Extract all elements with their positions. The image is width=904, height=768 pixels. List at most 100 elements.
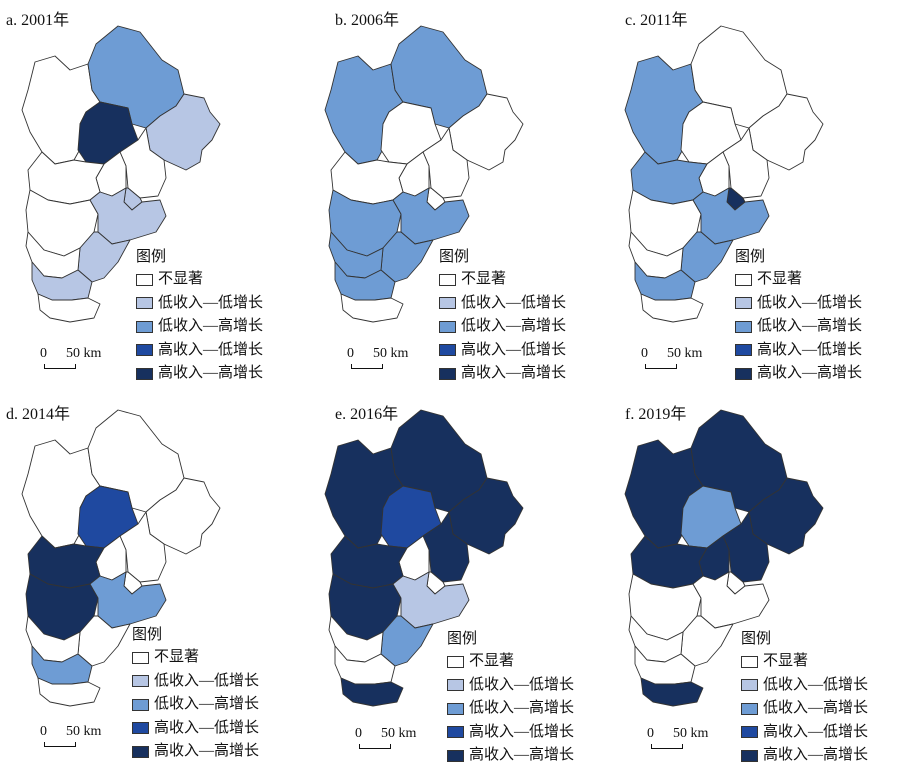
region-r14	[37, 293, 101, 323]
region-r14	[37, 677, 101, 707]
region-map	[324, 25, 524, 323]
legend-item: 低收入—低增长	[439, 292, 566, 316]
legend-label: 高收入—低增长	[461, 341, 567, 358]
legend-swatch	[735, 367, 752, 380]
legend-label: 高收入—低增长	[757, 341, 863, 358]
legend-swatch	[447, 655, 464, 668]
legend-swatch	[735, 297, 752, 310]
legend-title: 图例	[735, 249, 766, 265]
legend-item: 低收入—低增长	[735, 292, 862, 316]
scale-bar: 0 50 km	[40, 724, 130, 747]
region-r14	[640, 677, 704, 707]
scale-value: 50 km	[373, 346, 409, 361]
legend-label: 高收入—高增长	[763, 747, 869, 764]
scale-bar: 0 50 km	[347, 346, 437, 369]
scale-bar-line	[645, 364, 677, 369]
legend-swatch	[735, 344, 752, 357]
panel-title: e. 2016年	[335, 406, 399, 423]
legend-item: 低收入—低增长	[136, 292, 263, 316]
legend-item: 高收入—低增长	[735, 339, 862, 363]
legend-item: 高收入—低增长	[447, 721, 574, 745]
legend-item: 不显著	[439, 268, 566, 292]
legend-item: 不显著	[136, 268, 263, 292]
legend-label: 不显著	[763, 653, 809, 670]
scale-value: 50 km	[66, 724, 102, 739]
legend-label: 高收入—低增长	[469, 723, 575, 740]
region-map	[324, 409, 524, 707]
legend-label: 低收入—高增长	[461, 318, 567, 335]
legend-item: 高收入—高增长	[447, 744, 574, 768]
legend-swatch	[741, 679, 758, 692]
legend-item: 低收入—高增长	[136, 315, 263, 339]
legend-item: 高收入—低增长	[439, 339, 566, 363]
legend-swatch	[741, 655, 758, 668]
map-panel-f: f. 2019年 图例 不显著 低收入—低增长 低收入—高增长 高收入—低增长 高收入—高…	[603, 384, 904, 768]
legend-swatch	[735, 273, 752, 286]
scale-value: 50 km	[66, 346, 102, 361]
legend-label: 低收入—高增长	[763, 700, 869, 717]
legend-swatch	[136, 320, 153, 333]
legend-swatch	[447, 726, 464, 739]
legend-swatch	[132, 698, 149, 711]
legend-swatch	[439, 320, 456, 333]
legend-label: 低收入—低增长	[469, 676, 575, 693]
legend-item: 低收入—低增长	[132, 670, 259, 694]
map-panel-b: b. 2006年 图例 不显著 低收入—低增长 低收入—高增长 高收入—低增长 高收入—高…	[303, 0, 604, 384]
legend-title: 图例	[741, 631, 772, 647]
legend-label: 低收入—低增长	[158, 294, 264, 311]
legend-label: 高收入—低增长	[158, 341, 264, 358]
scale-bar: 0 50 km	[641, 346, 731, 369]
legend-swatch	[439, 273, 456, 286]
legend-label: 高收入—高增长	[461, 365, 567, 382]
legend-swatch	[447, 702, 464, 715]
legend-label: 低收入—高增长	[757, 318, 863, 335]
map-panel-c: c. 2011年 图例 不显著 低收入—低增长 低收入—高增长 高收入—低增长 高收入—高…	[603, 0, 904, 384]
region-r14	[640, 293, 704, 323]
legend-swatch	[447, 679, 464, 692]
legend-swatch	[136, 367, 153, 380]
legend-swatch	[741, 726, 758, 739]
legend-swatch	[136, 273, 153, 286]
legend-item: 低收入—高增长	[447, 697, 574, 721]
map-panel-d: d. 2014年 图例 不显著 低收入—低增长 低收入—高增长 高收入—低增长 高收入—高…	[0, 384, 301, 768]
legend-item: 低收入—高增长	[735, 315, 862, 339]
legend-item: 高收入—高增长	[741, 744, 868, 768]
scale-value: 50 km	[673, 726, 709, 741]
legend-label: 高收入—高增长	[158, 365, 264, 382]
scale-zero: 0	[647, 726, 654, 741]
legend-label: 不显著	[154, 649, 200, 666]
legend-swatch	[439, 367, 456, 380]
legend-label: 高收入—高增长	[757, 365, 863, 382]
legend-item: 低收入—低增长	[447, 674, 574, 698]
region-r14	[340, 677, 404, 707]
legend-item: 低收入—高增长	[439, 315, 566, 339]
panel-title: b. 2006年	[335, 12, 400, 29]
scale-bar: 0 50 km	[647, 726, 737, 749]
legend-label: 不显著	[461, 271, 507, 288]
legend-label: 不显著	[757, 271, 803, 288]
legend: 图例 不显著 低收入—低增长 低收入—高增长 高收入—低增长 高收入—高增长	[741, 628, 868, 768]
scale-bar: 0 50 km	[40, 346, 130, 369]
region-map	[21, 409, 221, 707]
legend-title: 图例	[132, 627, 163, 643]
legend-swatch	[741, 702, 758, 715]
legend-title: 图例	[136, 249, 167, 265]
legend-item: 不显著	[132, 646, 259, 670]
scale-bar-line	[44, 364, 76, 369]
legend-item: 高收入—高增长	[132, 740, 259, 764]
legend-item: 高收入—低增长	[136, 339, 263, 363]
scale-bar-line	[651, 744, 683, 749]
scale-bar-line	[351, 364, 383, 369]
legend-label: 不显著	[158, 271, 204, 288]
legend-item: 高收入—高增长	[439, 362, 566, 386]
scale-value: 50 km	[667, 346, 703, 361]
legend: 图例 不显著 低收入—低增长 低收入—高增长 高收入—低增长 高收入—高增长	[447, 628, 574, 768]
panel-title: f. 2019年	[625, 406, 687, 423]
legend-item: 高收入—高增长	[735, 362, 862, 386]
scale-zero: 0	[355, 726, 362, 741]
legend-label: 高收入—低增长	[763, 723, 869, 740]
legend-item: 低收入—高增长	[741, 697, 868, 721]
legend: 图例不显著低收入—低增长低收入—高增长高收入—低增长 高收入—高增长	[136, 246, 263, 386]
legend-label: 低收入—低增长	[757, 294, 863, 311]
legend-label: 低收入—低增长	[461, 294, 567, 311]
